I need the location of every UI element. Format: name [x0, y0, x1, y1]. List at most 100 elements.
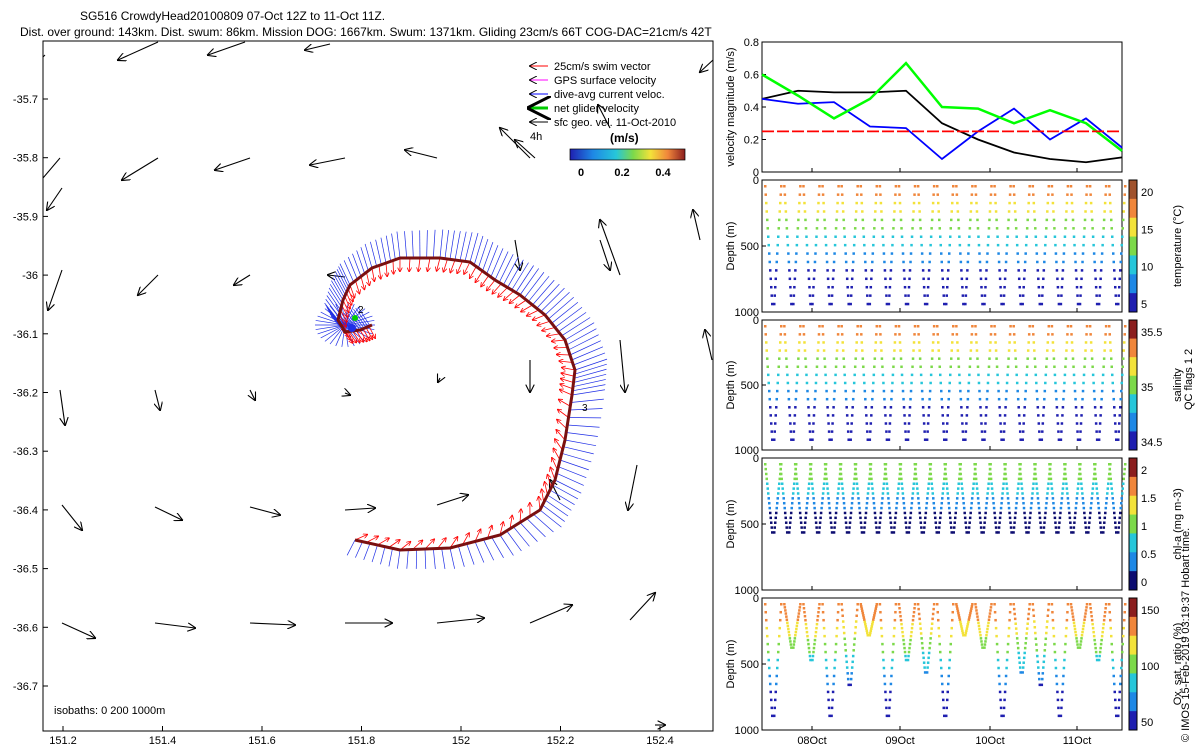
panel-colorbar-segment	[1129, 412, 1137, 432]
profile-point	[1122, 357, 1125, 360]
profile-point	[1005, 482, 1008, 485]
profile-point	[1098, 511, 1101, 515]
profile-point	[806, 260, 810, 264]
profile-point	[894, 193, 897, 196]
profile-point	[942, 706, 945, 710]
profile-point	[841, 349, 845, 352]
profile-point	[993, 603, 996, 606]
profile-point	[1118, 285, 1121, 289]
profile-point	[1092, 477, 1096, 481]
profile-point	[922, 531, 926, 534]
profile-point	[1076, 646, 1080, 649]
profile-point	[843, 511, 847, 515]
profile-point	[766, 482, 769, 485]
profile-point	[875, 325, 879, 328]
profile-point	[863, 620, 867, 624]
dive-avg-current-vector	[385, 235, 392, 262]
profile-point	[1032, 477, 1036, 481]
profile-point	[971, 603, 974, 606]
profile-point	[778, 218, 781, 222]
profile-point	[1037, 666, 1040, 669]
profile-point	[806, 389, 809, 393]
profile-point	[931, 349, 934, 352]
profile-point	[990, 603, 993, 606]
profile-point	[785, 227, 789, 230]
profile-point	[994, 618, 997, 622]
profile-point	[873, 506, 876, 510]
profile-point	[1075, 640, 1079, 643]
profile-point	[953, 521, 956, 524]
profile-point	[959, 397, 963, 401]
profile-point	[961, 629, 964, 633]
profile-point	[923, 430, 926, 433]
profile-point	[1072, 621, 1076, 625]
profile-point	[1056, 285, 1060, 289]
profile-point	[863, 618, 866, 621]
profile-point	[804, 622, 808, 626]
profile-point	[1084, 521, 1087, 524]
profile-point	[804, 227, 808, 230]
profile-point	[777, 492, 780, 495]
swim-vector	[520, 509, 521, 523]
profile-point	[823, 477, 826, 481]
profile-point	[1033, 357, 1037, 360]
profile-point	[809, 658, 812, 662]
profile-point	[1019, 302, 1022, 306]
profile-point	[948, 381, 951, 385]
profile-point	[830, 526, 833, 529]
profile-point	[930, 357, 934, 360]
profile-point	[767, 235, 770, 238]
profile-point	[1008, 193, 1012, 196]
profile-point	[1015, 637, 1019, 640]
profile-point	[828, 302, 831, 306]
profile-point	[798, 193, 802, 196]
profile-point	[885, 430, 888, 433]
profile-point	[885, 477, 888, 481]
panel-axes	[761, 597, 1123, 731]
profile-point	[989, 201, 992, 205]
profile-point	[1123, 472, 1126, 476]
profile-point	[889, 414, 892, 417]
profile-point	[874, 349, 877, 352]
profile-point	[1066, 325, 1070, 328]
profile-point	[835, 626, 839, 630]
profile-point	[967, 531, 970, 534]
profile-point	[1021, 671, 1024, 674]
profile-point	[775, 269, 778, 272]
profile-point	[812, 285, 815, 289]
profile-point	[1089, 341, 1093, 344]
panel-y-tick-label: 0	[753, 175, 759, 187]
profile-point	[812, 422, 815, 425]
profile-point	[928, 646, 931, 650]
profile-point	[949, 642, 952, 646]
profile-point	[966, 397, 970, 401]
profile-point	[808, 422, 811, 425]
profile-point	[974, 606, 978, 609]
profile-point	[1123, 341, 1126, 344]
profile-point	[1026, 357, 1029, 360]
profile-point	[946, 277, 949, 281]
profile-point	[869, 629, 873, 633]
profile-point	[823, 463, 827, 466]
profile-point	[1047, 333, 1050, 336]
profile-point	[955, 333, 959, 336]
swim-vector	[556, 430, 566, 441]
profile-point	[1051, 492, 1054, 495]
profile-point	[1000, 438, 1003, 441]
profile-point	[868, 463, 872, 466]
profile-point	[893, 349, 896, 352]
geo-arrow	[48, 269, 63, 310]
profile-point	[1055, 260, 1058, 264]
profile-point	[922, 656, 925, 660]
geo-arrow	[234, 274, 251, 285]
profile-point	[1063, 381, 1066, 385]
profile-point	[764, 185, 767, 188]
profile-point	[788, 269, 791, 272]
swim-vector	[450, 259, 456, 273]
map-y-tick-label: -36.2	[13, 388, 38, 400]
profile-point	[828, 506, 831, 510]
profile-point	[773, 531, 776, 534]
profile-point	[1099, 406, 1103, 409]
profile-point	[903, 277, 906, 281]
panel-ylabel: Depth (m)	[725, 500, 737, 549]
